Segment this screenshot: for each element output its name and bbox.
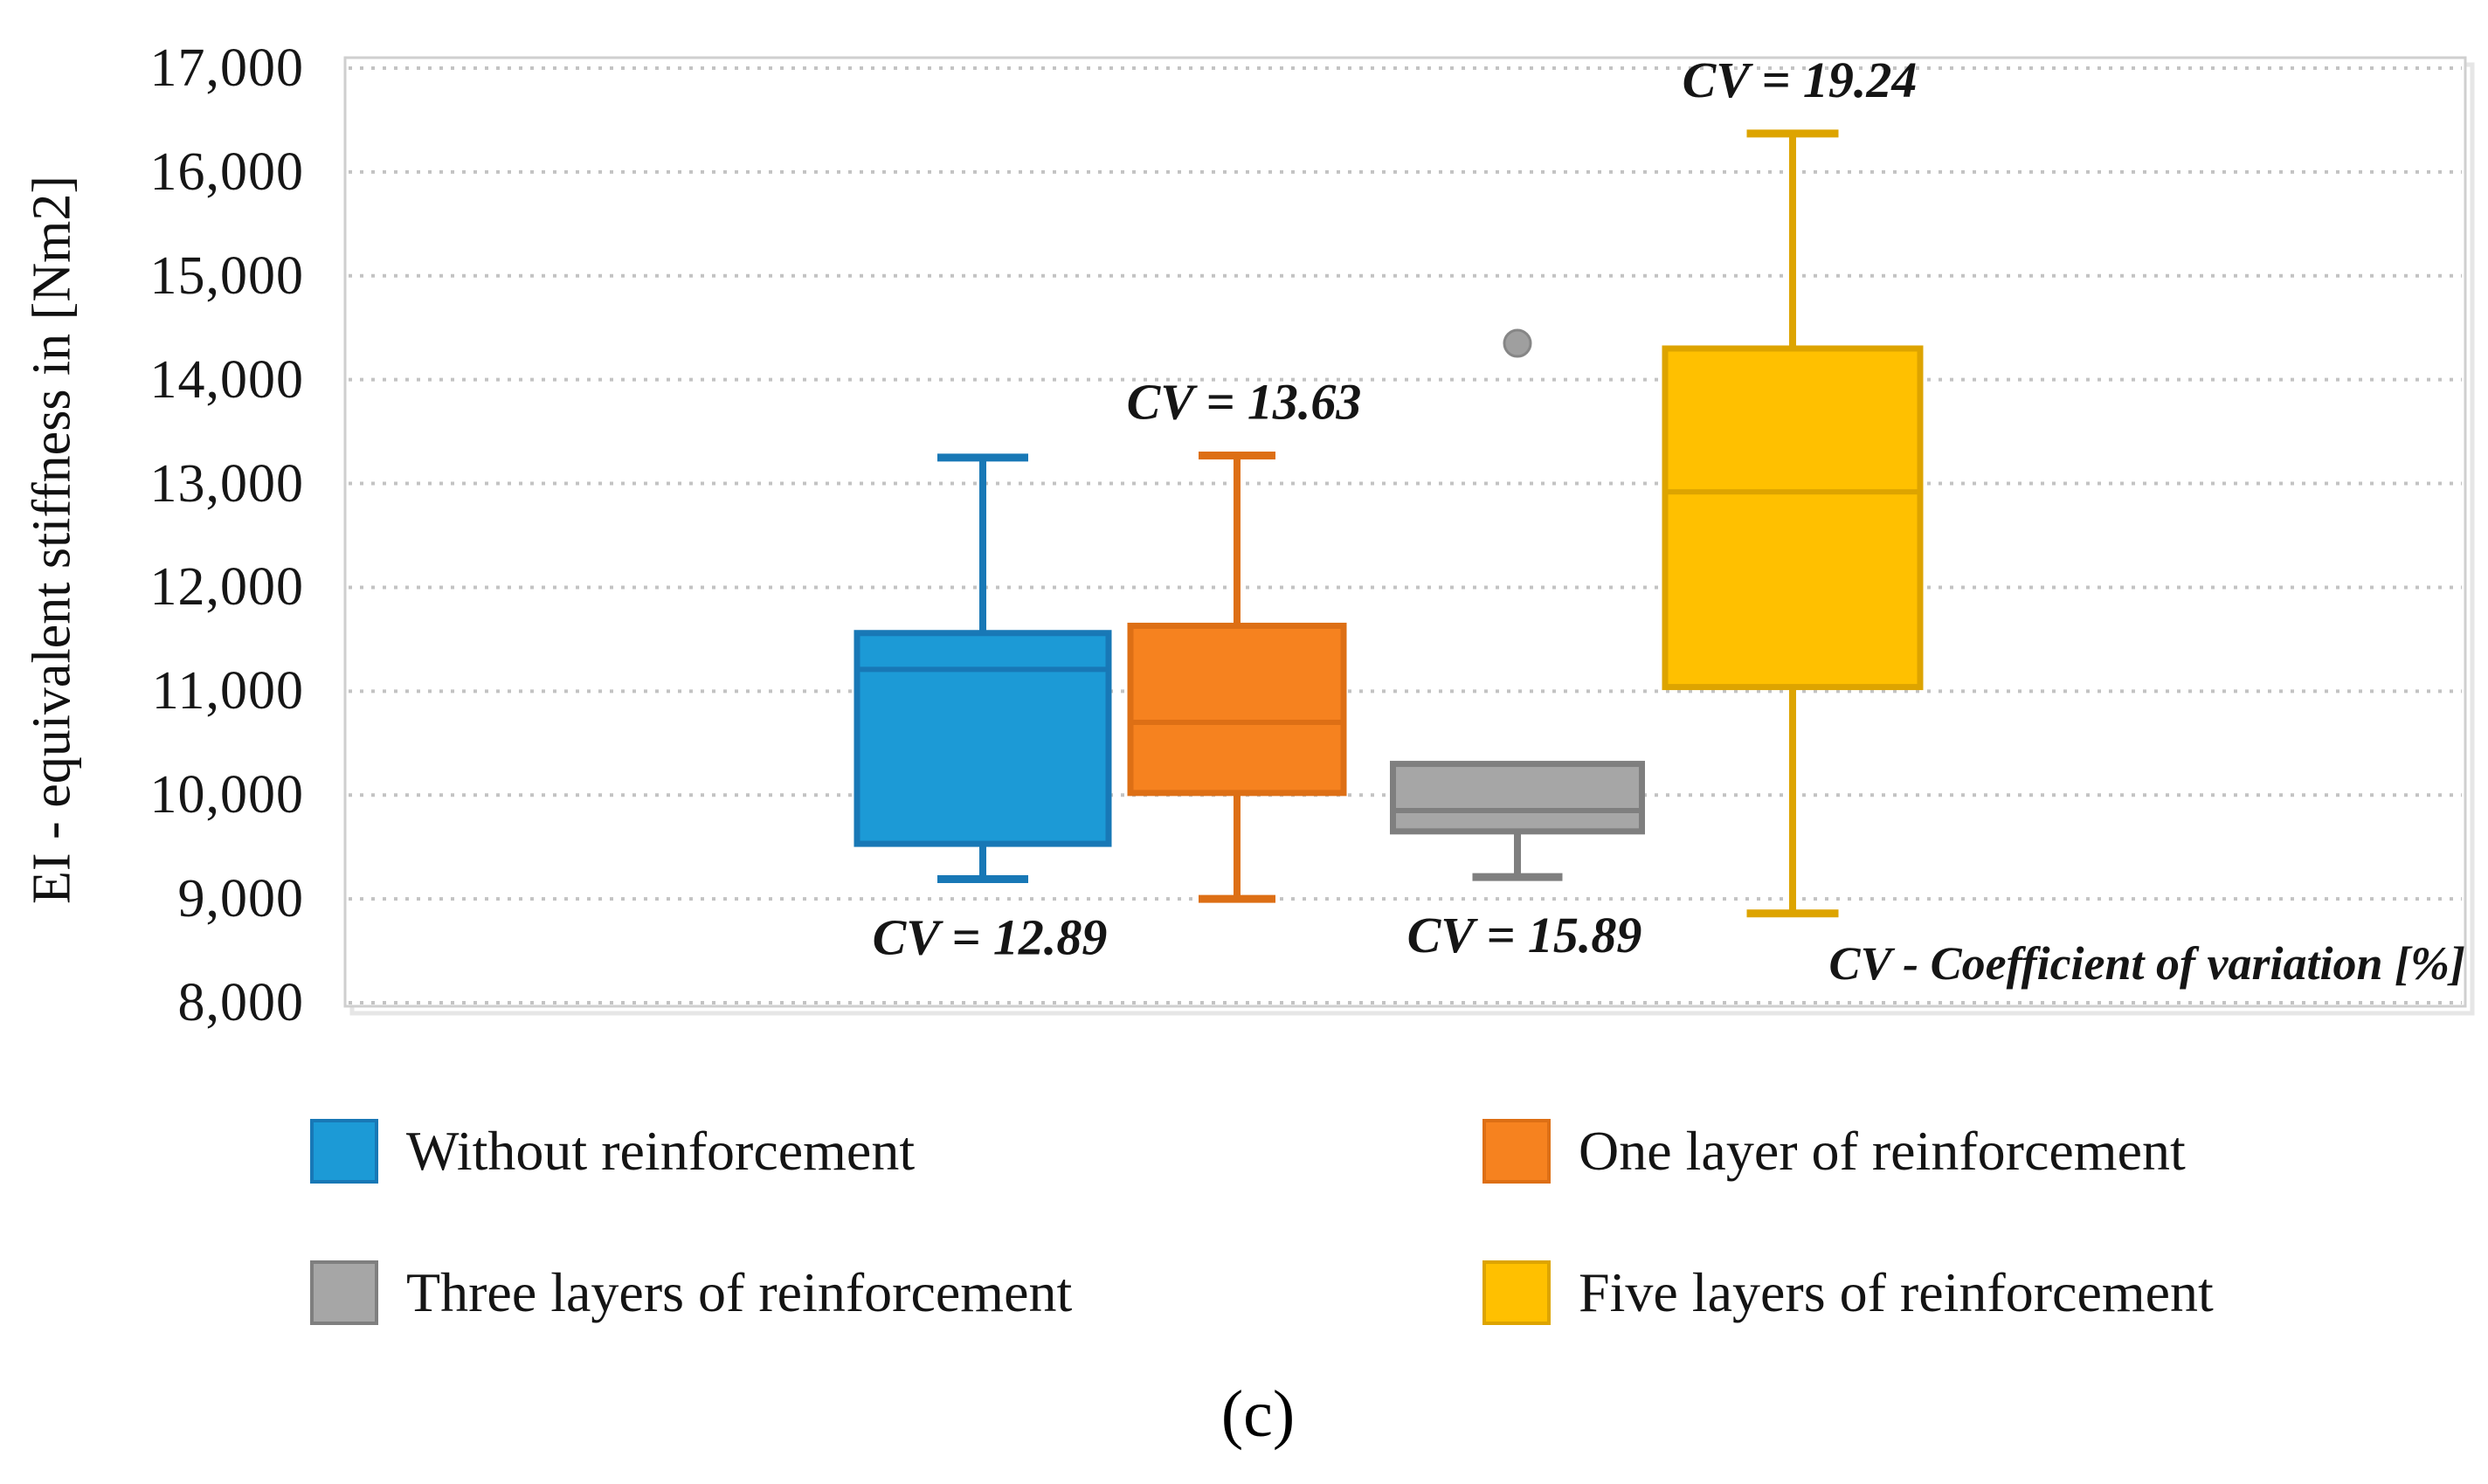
box-series-0: CV = 12.89 [854,453,1112,966]
iqr-box [1662,345,1924,691]
legend-swatch-yellow-icon [1482,1260,1551,1325]
legend-swatch-blue-icon [310,1119,378,1184]
figure-caption: (c) [1220,1377,1296,1451]
iqr-box [854,630,1112,847]
cv-annotation-0: CV = 12.89 [873,909,1108,966]
legend-item-one-layer: One layer of reinforcement [1482,1119,2186,1184]
legend-label: One layer of reinforcement [1579,1120,2186,1182]
y-axis-tick-15000: 15,000 [149,245,304,306]
plot-border [343,56,2467,1008]
y-axis-tick-11000: 11,000 [151,661,304,721]
cv-annotation-3: CV = 19.24 [1683,52,1918,108]
cv-footnote: CV - Coefficient of variation [%] [1828,937,2465,990]
legend-item-five-layers: Five layers of reinforcement [1482,1260,2214,1325]
legend-swatch-orange-icon [1482,1119,1551,1184]
y-axis-tick-14000: 14,000 [149,349,304,410]
legend-label: Three layers of reinforcement [406,1261,1073,1323]
legend-item-three-layers: Three layers of reinforcement [310,1260,1072,1325]
cv-annotation-1: CV = 13.63 [1127,373,1362,430]
y-axis-tick-8000: 8,000 [177,973,304,1032]
y-axis-tick-12000: 12,000 [149,557,304,618]
y-axis-tick-9000: 9,000 [177,869,304,929]
y-axis-tick-17000: 17,000 [149,38,304,98]
y-axis-tick-13000: 13,000 [149,453,304,514]
legend-swatch-gray-icon [310,1260,378,1325]
box-series-1: CV = 13.63 [1127,373,1362,903]
iqr-box [1127,622,1347,797]
y-axis-tick-10000: 10,000 [149,765,304,825]
iqr-box [1390,761,1645,835]
box-series-2: CV = 15.89 [1390,328,1645,963]
legend-item-without-reinforcement: Without reinforcement [310,1119,915,1184]
legend-label: Five layers of reinforcement [1579,1261,2214,1323]
y-axis-tick-16000: 16,000 [149,141,304,202]
outlier-point [1503,328,1532,358]
cv-annotation-2: CV = 15.89 [1407,907,1642,963]
legend-label: Without reinforcement [406,1120,916,1182]
box-series-3: CV = 19.24 [1662,52,1924,918]
